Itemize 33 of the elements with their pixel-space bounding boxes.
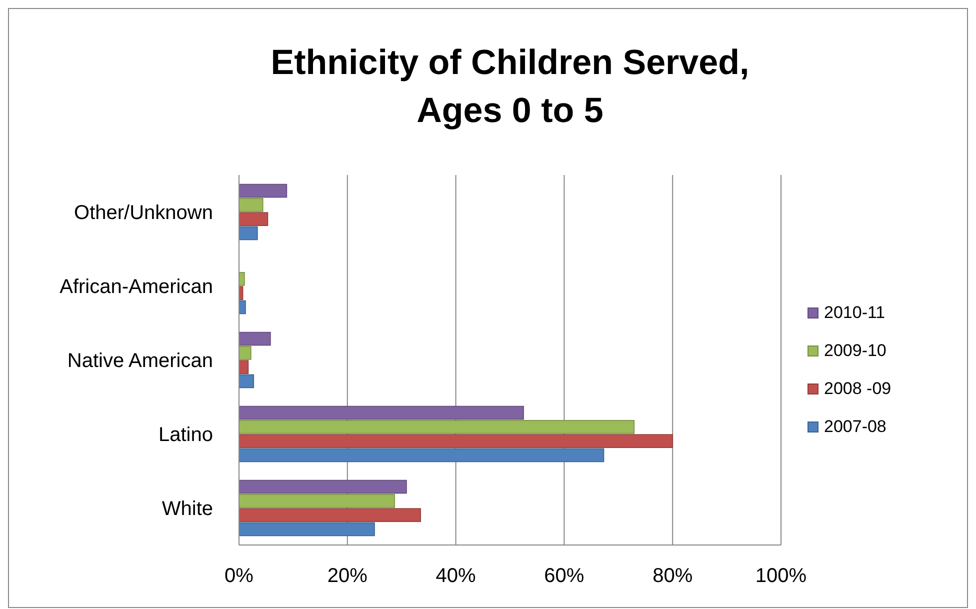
y-tick-label: Native American [67,350,213,372]
chart-title: Ethnicity of Children Served, Ages 0 to 5 [270,43,750,130]
bar [238,226,258,240]
x-tick-label: 40% [436,565,476,587]
legend-label: 2007-08 [824,417,886,436]
bar [238,434,673,448]
x-tick-label: 0% [224,565,254,587]
bar [238,198,264,212]
bar [238,522,375,536]
legend-label: 2010-11 [824,303,886,322]
bar [238,212,268,226]
y-tick-label: Other/Unknown [74,202,213,224]
legend-label: 2009-10 [824,341,886,360]
bar [238,480,407,494]
bar [238,360,249,374]
bar [238,420,635,434]
bar [238,184,288,198]
x-tick-label: 80% [652,565,693,587]
bar [238,448,604,462]
x-tick-label: 60% [544,565,584,587]
bar [238,272,245,286]
bar [238,508,421,522]
bar [238,332,271,346]
x-tick-label: 20% [327,565,368,587]
legend-label: 2008 -09 [824,379,892,398]
y-tick-label: Latino [158,424,213,446]
x-tick-label: 100% [755,565,807,587]
bar [238,346,252,360]
bar [238,494,395,508]
bar [238,406,524,420]
y-tick-label: White [162,498,213,520]
y-tick-label: African-American [60,276,213,298]
bar [238,374,254,388]
